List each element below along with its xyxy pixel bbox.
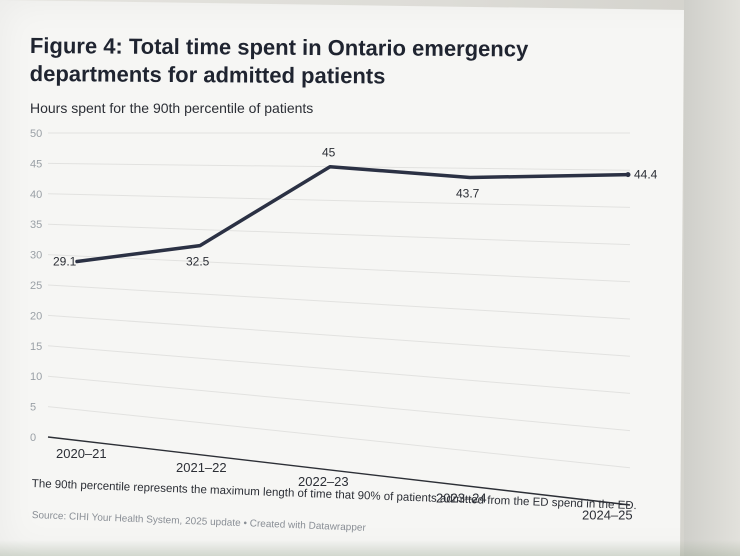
data-label: 32.5: [186, 255, 210, 269]
gridline: [47, 254, 631, 283]
series-line: [75, 164, 630, 264]
gridline: [47, 314, 631, 357]
data-label: 45: [322, 146, 336, 160]
y-tick-label: 50: [30, 128, 42, 140]
y-tick-label: 0: [30, 432, 36, 444]
y-tick-label: 20: [30, 310, 42, 322]
data-label: 29.1: [53, 254, 77, 268]
data-label: 43.7: [456, 187, 480, 201]
gridline: [47, 375, 631, 432]
x-tick-label: 2024–25: [582, 507, 633, 522]
y-tick-label: 40: [30, 189, 42, 201]
y-tick-label: 30: [30, 250, 42, 262]
chart-subtitle: Hours spent for the 90th percentile of p…: [30, 100, 314, 116]
gridline: [47, 345, 631, 394]
gridline: [47, 223, 631, 246]
data-label: 44.4: [634, 168, 658, 182]
x-tick-label: 2022–23: [298, 474, 349, 489]
y-tick-label: 45: [30, 158, 42, 170]
y-tick-label: 10: [30, 371, 42, 383]
gridline: [47, 193, 631, 208]
y-tick-label: 35: [30, 219, 42, 231]
x-tick-label: 2021–22: [176, 460, 227, 475]
end-point-marker: [625, 172, 631, 178]
wall-edge: [684, 0, 740, 556]
x-tick-label: 2023–24: [436, 490, 487, 505]
y-tick-label: 15: [30, 341, 42, 353]
gridline: [47, 284, 631, 320]
y-tick-label: 5: [30, 402, 36, 414]
y-tick-label: 25: [30, 280, 42, 292]
x-axis-baseline: [47, 436, 631, 506]
bottom-strip: [0, 540, 740, 556]
gridline: [47, 406, 631, 469]
x-tick-label: 2020–21: [56, 446, 107, 461]
